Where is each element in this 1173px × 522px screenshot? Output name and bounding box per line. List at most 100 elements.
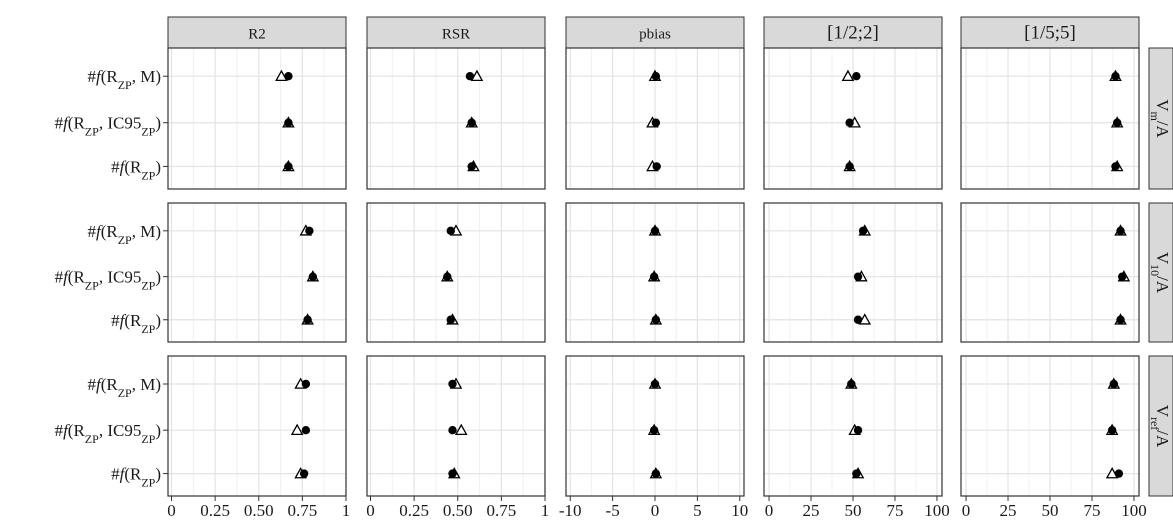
y-category-label-r1-1: #f(RZP, IC95ZP) bbox=[55, 268, 161, 293]
filled-circle-point bbox=[301, 426, 311, 435]
filled-circle-point bbox=[308, 272, 318, 281]
y-category-label-r0-1: #f(RZP, IC95ZP) bbox=[55, 114, 161, 139]
filled-circle-point bbox=[1114, 469, 1124, 478]
label-part-mid: , M bbox=[132, 222, 156, 241]
label-part-sub1: ZP bbox=[141, 168, 155, 182]
panel-border bbox=[565, 47, 745, 190]
panel-background bbox=[168, 203, 346, 342]
y-category-label-r0-2: #f(RZP) bbox=[111, 157, 161, 182]
panel-border bbox=[960, 47, 1140, 190]
label-part-pre: # bbox=[111, 157, 120, 176]
label-part-sub1: ZP bbox=[85, 432, 99, 446]
x-tick-label: 1 bbox=[342, 501, 351, 520]
panel-border bbox=[167, 355, 347, 497]
panel-r2-c4: 0 25 50 75 100 bbox=[960, 355, 1147, 520]
label-part-pre: # bbox=[55, 421, 64, 440]
column-strip-3 bbox=[763, 16, 943, 49]
filled-circle-point bbox=[847, 379, 856, 389]
panel-r0-c1 bbox=[366, 47, 546, 190]
x-tick-label: 0.50 bbox=[443, 501, 473, 520]
filled-circle-point bbox=[650, 226, 660, 235]
filled-circle-point bbox=[443, 272, 452, 281]
filled-circle-point bbox=[448, 469, 457, 478]
label-part-fn: f bbox=[120, 311, 127, 330]
open-triangle-point bbox=[841, 69, 855, 82]
label-part-sub1: ZP bbox=[85, 279, 99, 293]
filled-circle-point bbox=[652, 162, 661, 171]
panel-border bbox=[366, 202, 546, 343]
row-strip-label-sub: m bbox=[1148, 111, 1162, 121]
filled-circle-point bbox=[467, 162, 476, 171]
label-part-fn: f bbox=[63, 421, 70, 440]
x-tick-label: 0 bbox=[366, 501, 375, 520]
filled-circle-point bbox=[651, 72, 661, 81]
column-strip-2 bbox=[565, 16, 745, 49]
x-tick-label: 0 bbox=[167, 501, 176, 520]
x-tick-label: 0 bbox=[962, 501, 971, 520]
label-part-open: (R bbox=[101, 67, 119, 86]
filled-circle-point bbox=[299, 469, 309, 478]
label-part-close: ) bbox=[155, 421, 161, 440]
panel-border bbox=[960, 202, 1140, 343]
label-part-sub2: ZP bbox=[141, 432, 155, 446]
label-part-open: (R bbox=[101, 222, 119, 241]
x-tick-label: 25 bbox=[1000, 501, 1017, 520]
open-triangle-point bbox=[470, 69, 484, 82]
filled-circle-point bbox=[448, 426, 457, 435]
label-part-pre: # bbox=[55, 268, 64, 287]
label-part-close: ) bbox=[155, 157, 161, 176]
panel-r1-c3 bbox=[763, 202, 943, 343]
label-part-sub1: ZP bbox=[118, 386, 132, 400]
label-part-close: ) bbox=[155, 114, 161, 133]
panel-r1-c2 bbox=[565, 202, 745, 343]
y-category-label-r1-2: #f(RZP) bbox=[111, 311, 161, 336]
filled-circle-point bbox=[651, 469, 661, 478]
label-part-close: ) bbox=[155, 311, 161, 330]
label-part-sub2: ZP bbox=[141, 279, 155, 293]
panel-border bbox=[366, 355, 546, 497]
x-tick-label: 0.75 bbox=[486, 501, 516, 520]
row-strip-label-2: Vref/A bbox=[1148, 405, 1172, 448]
filled-circle-point bbox=[305, 226, 314, 235]
row-strip-label-main: V bbox=[1153, 99, 1172, 112]
column-strip-1 bbox=[366, 16, 546, 49]
panel-border bbox=[565, 202, 745, 343]
filled-circle-point bbox=[853, 272, 863, 281]
label-part-close: ) bbox=[155, 375, 161, 394]
column-strip-label-2: pbias bbox=[639, 27, 671, 43]
filled-circle-point bbox=[448, 379, 457, 389]
panel-r2-c2: -10 -5 0 5 10 bbox=[559, 355, 748, 520]
filled-circle-point bbox=[649, 272, 659, 281]
label-part-open: (R bbox=[124, 157, 142, 176]
open-triangle-point bbox=[275, 69, 288, 82]
filled-circle-point bbox=[1116, 315, 1125, 324]
panel-background bbox=[168, 48, 346, 189]
label-part-sub1: ZP bbox=[118, 78, 132, 92]
y-category-label-r1-0: #f(RZP, M) bbox=[87, 222, 161, 247]
x-tick-label: 50 bbox=[1042, 501, 1059, 520]
filled-circle-point bbox=[446, 226, 455, 235]
row-strip-label-1: V10/A bbox=[1148, 252, 1172, 294]
label-part-pre: # bbox=[87, 67, 96, 86]
label-part-mid: , IC95 bbox=[99, 421, 142, 440]
filled-circle-point bbox=[1112, 118, 1122, 127]
filled-circle-point bbox=[845, 118, 854, 127]
filled-circle-point bbox=[649, 426, 659, 435]
column-strip-label-0: R2 bbox=[248, 27, 266, 43]
row-strip-label-0: Vm/A bbox=[1148, 99, 1172, 138]
panel-r2-c3: 0 25 50 75 100 bbox=[763, 355, 950, 520]
label-part-mid: , M bbox=[132, 67, 156, 86]
row-strip-label-sub: ref bbox=[1148, 417, 1162, 430]
x-tick-label: 0.25 bbox=[399, 501, 429, 520]
x-tick-label: 0.50 bbox=[244, 501, 274, 520]
label-part-mid: , M bbox=[132, 375, 156, 394]
row-strip-label-sub: 10 bbox=[1148, 264, 1162, 276]
label-part-fn: f bbox=[96, 67, 103, 86]
column-strip-label-1: RSR bbox=[442, 27, 470, 43]
label-part-open: (R bbox=[68, 421, 86, 440]
label-part-close: ) bbox=[155, 67, 161, 86]
panel-r1-c4 bbox=[960, 202, 1140, 343]
label-part-fn: f bbox=[96, 222, 103, 241]
x-tick-label: 1 bbox=[541, 501, 550, 520]
